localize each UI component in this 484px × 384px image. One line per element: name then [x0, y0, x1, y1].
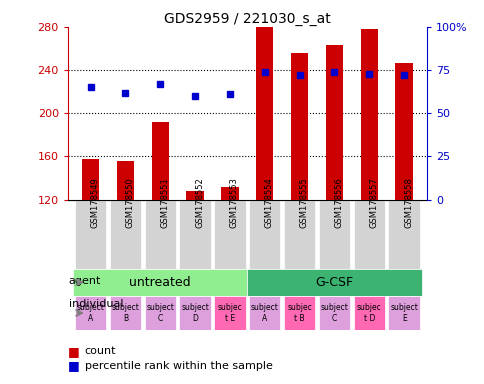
Text: GSM178555: GSM178555 [299, 177, 308, 228]
Bar [109, 296, 141, 330]
Bar [221, 187, 238, 200]
Bar [353, 200, 384, 269]
Text: subject
C: subject C [146, 303, 174, 323]
Bar [283, 200, 315, 269]
Bar [290, 53, 308, 200]
Bar [214, 296, 245, 330]
Text: subjec
t D: subjec t D [356, 303, 381, 323]
Bar [179, 200, 211, 269]
Bar [388, 200, 419, 269]
Bar [179, 296, 211, 330]
Text: GSM178552: GSM178552 [195, 177, 204, 228]
Bar [325, 45, 343, 200]
Bar [360, 29, 377, 200]
Text: GSM178551: GSM178551 [160, 177, 169, 228]
Text: subject
A: subject A [76, 303, 104, 323]
Text: untreated: untreated [129, 276, 191, 289]
Text: subject
B: subject B [111, 303, 139, 323]
Text: GSM178556: GSM178556 [334, 177, 343, 228]
Text: subject
E: subject E [390, 303, 417, 323]
Text: subject
C: subject C [320, 303, 348, 323]
Bar [75, 296, 106, 330]
Bar [75, 200, 106, 269]
Title: GDS2959 / 221030_s_at: GDS2959 / 221030_s_at [164, 12, 330, 26]
Bar [318, 296, 349, 330]
Bar [256, 27, 273, 200]
Bar [394, 63, 412, 200]
Bar [109, 200, 141, 269]
Text: percentile rank within the sample: percentile rank within the sample [85, 361, 272, 371]
Text: ■: ■ [68, 345, 79, 358]
Text: GSM178549: GSM178549 [91, 177, 99, 228]
Bar [247, 269, 421, 296]
Text: subjec
t B: subjec t B [287, 303, 311, 323]
Bar [388, 296, 419, 330]
Text: subject
A: subject A [250, 303, 278, 323]
Text: ■: ■ [68, 359, 79, 372]
Text: subject
D: subject D [181, 303, 209, 323]
Bar [214, 200, 245, 269]
Bar [144, 296, 176, 330]
Bar [283, 296, 315, 330]
Bar [186, 191, 203, 200]
Bar [151, 122, 168, 200]
Text: individual: individual [68, 299, 123, 310]
Text: G-CSF: G-CSF [315, 276, 353, 289]
Bar [82, 159, 99, 200]
Text: GSM178554: GSM178554 [264, 177, 273, 228]
Text: GSM178557: GSM178557 [368, 177, 378, 228]
Bar [318, 200, 349, 269]
Text: GSM178553: GSM178553 [229, 177, 239, 228]
Bar [249, 296, 280, 330]
Text: GSM178550: GSM178550 [125, 177, 134, 228]
Text: count: count [85, 346, 116, 356]
Bar [144, 200, 176, 269]
Text: GSM178558: GSM178558 [403, 177, 412, 228]
Bar [353, 296, 384, 330]
Text: agent: agent [68, 276, 101, 286]
Bar [117, 161, 134, 200]
Text: subjec
t E: subjec t E [217, 303, 242, 323]
Bar [249, 200, 280, 269]
Bar [73, 269, 247, 296]
